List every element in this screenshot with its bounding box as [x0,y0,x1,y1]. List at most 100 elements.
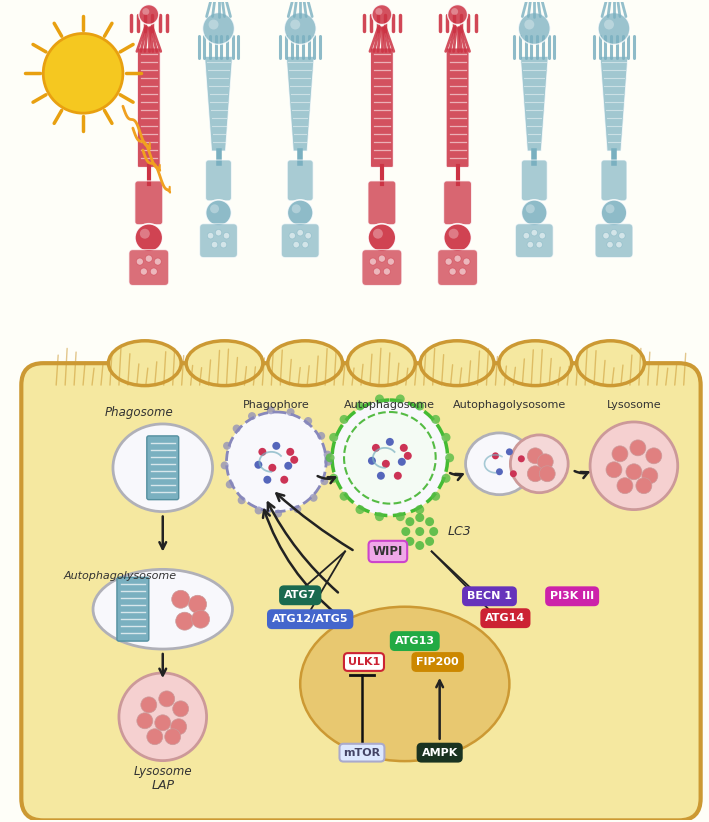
Circle shape [171,718,186,735]
Circle shape [496,469,503,475]
Circle shape [616,242,622,248]
Circle shape [415,541,424,550]
Ellipse shape [113,424,213,511]
Circle shape [540,466,555,482]
Circle shape [284,12,316,44]
Circle shape [454,255,461,262]
Circle shape [646,448,661,464]
Circle shape [238,496,245,504]
Text: LAP: LAP [151,778,174,792]
Circle shape [355,402,364,410]
FancyBboxPatch shape [444,181,471,224]
Circle shape [141,697,157,713]
Circle shape [463,258,470,265]
Circle shape [598,12,630,44]
FancyBboxPatch shape [117,577,149,641]
Circle shape [506,448,513,455]
Ellipse shape [186,341,263,386]
Circle shape [140,229,150,238]
Text: mTOR: mTOR [343,748,381,758]
FancyBboxPatch shape [281,224,319,257]
Circle shape [172,590,189,608]
FancyBboxPatch shape [368,181,396,224]
Circle shape [155,715,171,731]
Circle shape [325,454,335,462]
Circle shape [324,458,332,466]
Circle shape [406,517,414,526]
Circle shape [531,229,537,236]
Ellipse shape [300,607,509,761]
Circle shape [164,729,181,745]
Circle shape [176,612,194,630]
Circle shape [425,517,434,526]
Circle shape [297,229,303,236]
FancyBboxPatch shape [46,380,676,410]
Circle shape [135,224,163,252]
Circle shape [442,433,450,442]
Circle shape [255,506,262,515]
FancyBboxPatch shape [595,224,633,257]
Circle shape [459,268,466,275]
Circle shape [492,452,499,459]
Circle shape [344,412,436,504]
Circle shape [415,527,424,536]
Circle shape [136,258,143,265]
Circle shape [225,481,234,488]
FancyBboxPatch shape [370,48,393,168]
Circle shape [207,233,213,239]
Circle shape [291,205,301,213]
Circle shape [139,5,159,25]
Circle shape [604,20,614,30]
Circle shape [415,513,424,522]
Circle shape [449,229,459,238]
Circle shape [442,473,450,483]
Circle shape [233,424,240,432]
Circle shape [340,415,349,424]
Circle shape [329,473,338,483]
Ellipse shape [268,341,342,386]
Circle shape [590,422,678,510]
Text: Lysosome: Lysosome [133,764,192,778]
Circle shape [449,268,456,275]
Circle shape [310,494,318,501]
Text: Autophagolysosome: Autophagolysosome [63,571,177,581]
Circle shape [226,412,326,511]
Circle shape [527,242,533,248]
Circle shape [340,492,349,501]
Circle shape [374,268,381,275]
FancyBboxPatch shape [138,48,160,168]
Circle shape [425,537,434,546]
Ellipse shape [93,570,233,649]
Ellipse shape [576,341,644,386]
Circle shape [386,438,393,446]
Ellipse shape [420,341,494,386]
Circle shape [332,400,447,515]
Text: LC3: LC3 [447,525,471,538]
Circle shape [220,242,227,248]
Text: AMPK: AMPK [422,748,458,758]
Text: PI3K III: PI3K III [550,591,594,601]
Circle shape [320,478,328,485]
FancyBboxPatch shape [362,250,402,285]
Circle shape [268,464,277,472]
Ellipse shape [510,435,568,492]
Circle shape [393,472,402,480]
Circle shape [431,492,440,501]
Circle shape [305,233,311,239]
Circle shape [396,512,405,521]
FancyBboxPatch shape [200,224,238,257]
Circle shape [387,258,394,265]
Circle shape [523,233,530,239]
Text: ATG12/ATG5: ATG12/ATG5 [272,614,348,624]
Circle shape [526,205,535,213]
Text: ULK1: ULK1 [348,657,380,667]
Circle shape [610,229,617,236]
Circle shape [137,713,153,729]
Circle shape [372,444,380,452]
Circle shape [445,258,452,265]
Circle shape [601,200,627,226]
Circle shape [539,233,545,239]
Ellipse shape [108,341,182,386]
Circle shape [223,233,230,239]
Circle shape [140,268,147,275]
